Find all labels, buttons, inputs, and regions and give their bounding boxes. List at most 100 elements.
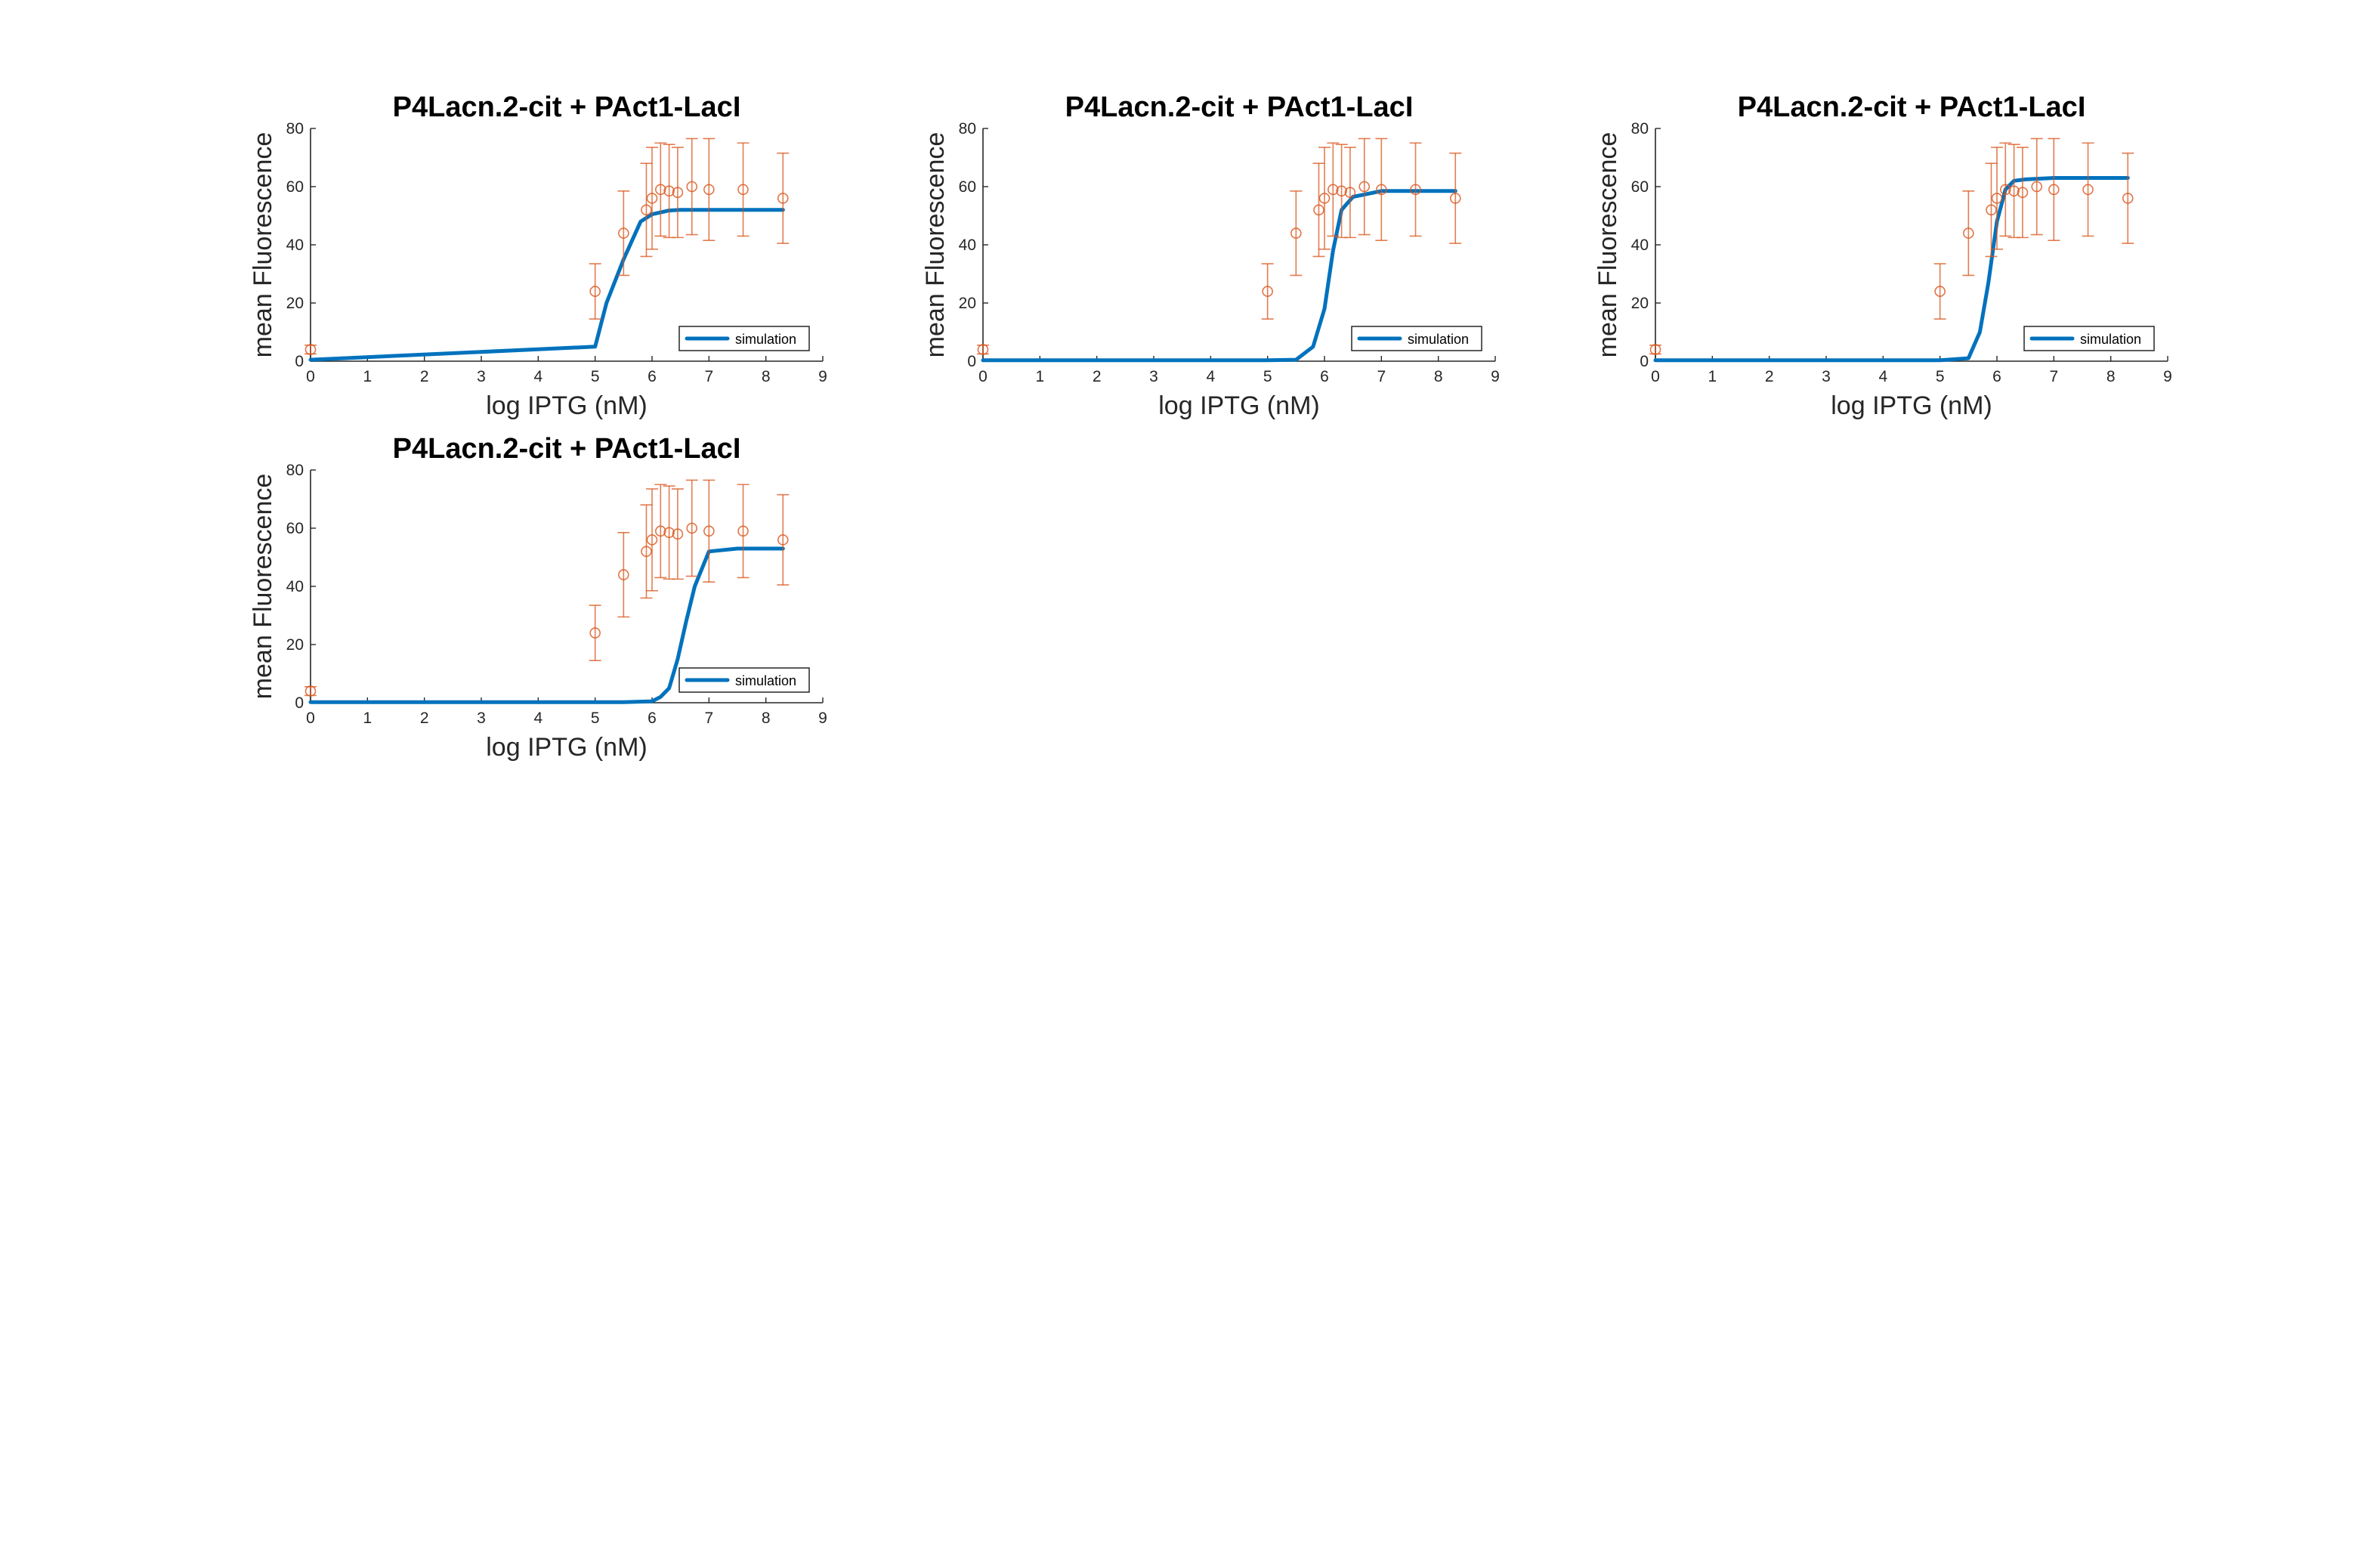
data-point: [686, 181, 698, 193]
simulation-line: [981, 189, 1457, 363]
x-tick-label: 6: [648, 710, 657, 727]
data-point: [646, 534, 658, 546]
data-point: [1376, 184, 1387, 196]
data-point: [1934, 286, 1946, 297]
x-tick-label: 3: [477, 368, 486, 385]
x-tick-label: 2: [420, 710, 429, 727]
x-tick-label: 1: [363, 710, 372, 727]
data-point: [672, 528, 684, 540]
y-tick-label: 80: [1631, 120, 1649, 138]
x-tick-label: 9: [1491, 368, 1500, 385]
data-point: [589, 627, 601, 638]
y-tick-label: 0: [967, 353, 976, 370]
x-tick-label: 1: [1708, 368, 1717, 385]
y-tick-label: 80: [959, 120, 976, 138]
chart-title: P4Lacn.2-cit + PAct1-LacI: [393, 91, 741, 123]
legend-label-simulation: simulation: [2080, 332, 2141, 347]
data-point: [737, 184, 749, 196]
x-tick-label: 1: [363, 368, 372, 385]
data-point: [1358, 181, 1371, 193]
y-tick-label: 40: [1631, 237, 1649, 254]
data-point: [1262, 286, 1273, 297]
data-point: [686, 522, 698, 534]
y-tick-label: 60: [1631, 178, 1649, 196]
y-tick-label: 20: [286, 636, 304, 654]
x-tick-label: 3: [477, 710, 486, 727]
y-tick-label: 40: [286, 237, 304, 254]
x-tick-label: 4: [533, 710, 542, 727]
y-tick-label: 80: [286, 462, 304, 479]
y-tick-label: 0: [295, 694, 304, 712]
legend: simulation: [678, 667, 810, 693]
y-tick-label: 60: [959, 178, 976, 196]
y-tick-label: 20: [959, 295, 976, 312]
x-axis-label: log IPTG (nM): [486, 391, 647, 420]
x-tick-label: 7: [2049, 368, 2058, 385]
data-point: [1986, 204, 1997, 216]
x-tick-label: 8: [762, 710, 771, 727]
data-point: [1963, 227, 1974, 239]
x-tick-label: 4: [533, 368, 542, 385]
x-tick-label: 9: [2163, 368, 2172, 385]
x-tick-label: 6: [1320, 368, 1329, 385]
chart-title: P4Lacn.2-cit + PAct1-LacI: [393, 433, 741, 465]
data-point: [646, 193, 658, 204]
x-axis-label: log IPTG (nM): [486, 733, 647, 762]
x-tick-label: 8: [1434, 368, 1443, 385]
x-tick-label: 0: [1651, 368, 1660, 385]
y-tick-label: 0: [1640, 353, 1649, 370]
legend-label-simulation: simulation: [1408, 332, 1469, 347]
legend: simulation: [678, 326, 810, 351]
data-point: [1410, 184, 1421, 196]
legend-box: [678, 667, 810, 693]
data-point: [304, 685, 317, 697]
chart-3: P4Lacn.2-cit + PAct1-LacI 0 1 2 3 4 5 6 7 8 9 0 20 40…: [1593, 91, 2172, 420]
y-axis-label: mean Fluorescence: [249, 132, 277, 358]
x-tick-label: 0: [306, 368, 315, 385]
x-tick-label: 2: [1093, 368, 1102, 385]
data-point: [1336, 185, 1347, 197]
chart-4: P4Lacn.2-cit + PAct1-LacI 0 1 2 3 4 5 6 7 8 9 0 20 40…: [249, 433, 827, 762]
data-point: [703, 525, 715, 537]
data-point: [1318, 193, 1331, 204]
chart-title: P4Lacn.2-cit + PAct1-LacI: [1065, 91, 1414, 123]
data-point: [663, 185, 675, 197]
x-tick-label: 2: [420, 368, 429, 385]
y-axis-label: mean Fluorescence: [1593, 132, 1622, 358]
data-point: [2031, 181, 2043, 193]
data-point: [1328, 184, 1339, 196]
simulation-line: [308, 546, 785, 704]
data-point: [2017, 187, 2029, 198]
data-point: [1991, 193, 2003, 204]
data-point: [654, 525, 666, 537]
x-tick-label: 1: [1035, 368, 1044, 385]
x-tick-label: 0: [978, 368, 988, 385]
data-point: [777, 534, 789, 546]
x-tick-label: 3: [1149, 368, 1158, 385]
y-axis-label: mean Fluorescence: [249, 474, 277, 700]
x-tick-label: 4: [1206, 368, 1215, 385]
x-tick-label: 2: [1765, 368, 1774, 385]
y-tick-label: 80: [286, 120, 304, 138]
chart-title: P4Lacn.2-cit + PAct1-LacI: [1738, 91, 2086, 123]
data-point: [589, 286, 601, 297]
y-tick-label: 0: [295, 353, 304, 370]
data-point: [1649, 344, 1661, 355]
chart-1: P4Lacn.2-cit + PAct1-LacI 0 1 2 3 4 5 6 7 8 9 0 20 40…: [249, 91, 827, 420]
x-tick-label: 3: [1822, 368, 1831, 385]
data-point: [304, 344, 317, 355]
data-point: [2008, 185, 2020, 197]
data-point: [672, 187, 684, 198]
x-tick-label: 5: [591, 368, 600, 385]
data-point: [1344, 187, 1356, 198]
y-tick-label: 40: [959, 237, 976, 254]
x-tick-label: 8: [762, 368, 771, 385]
data-point: [977, 344, 989, 355]
x-axis-label: log IPTG (nM): [1831, 391, 1992, 420]
legend-label-simulation: simulation: [735, 673, 796, 688]
x-tick-label: 8: [2106, 368, 2116, 385]
data-point: [618, 569, 629, 580]
data-point: [777, 193, 789, 204]
data-point: [641, 546, 652, 558]
data-point: [1313, 204, 1324, 216]
